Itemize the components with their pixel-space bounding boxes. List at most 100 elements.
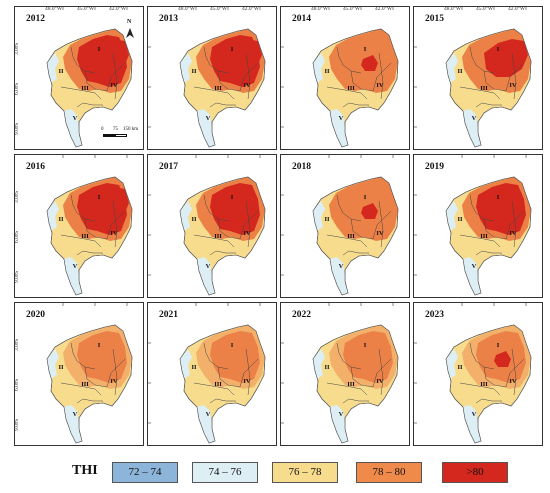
map-panel-2012: I II III IV V 2012 48.0°W 45.0°W 42.0°W 3.0°S 6.0°… — [14, 6, 144, 150]
region-label-IV: IV — [243, 378, 251, 385]
region-label-I: I — [231, 194, 234, 201]
region-label-III: III — [214, 85, 222, 92]
region-label-V: V — [472, 115, 477, 122]
map-panel-2016: I II III IV V 2016 3.0°S 6.0°S 9.0°S — [14, 154, 144, 298]
latitude-label: 3.0°S — [14, 42, 20, 55]
thi-hotspot — [488, 197, 516, 223]
thi-zone-inner — [77, 331, 127, 383]
latitude-label: 9.0°S — [14, 270, 20, 283]
region-label-I: I — [364, 342, 367, 349]
longitude-label: 42.0°W — [242, 6, 260, 12]
thi-hotspot — [218, 39, 262, 77]
region-label-II: II — [324, 364, 330, 371]
latitude-label: 3.0°S — [14, 338, 20, 351]
region-label-IV: IV — [110, 378, 118, 385]
legend: THI 72 – 74 74 – 76 76 – 78 78 – 80 >80 — [72, 459, 542, 485]
longitude-label: 42.0°W — [375, 6, 393, 12]
region-label-V: V — [73, 263, 78, 270]
region-label-III: III — [81, 233, 89, 240]
map-panel-2015: I II III IV V 2015 48.0°W 45.0°W 42.0°W — [413, 6, 543, 150]
region-label-I: I — [231, 342, 234, 349]
map-panel-2014: I II III IV V 2014 48.0°W 45.0°W 42.0°W — [280, 6, 410, 150]
region-label-III: III — [347, 85, 355, 92]
region-label-I: I — [497, 194, 500, 201]
year-label: 2020 — [26, 310, 45, 320]
region-label-IV: IV — [110, 82, 118, 89]
region-label-I: I — [364, 194, 367, 201]
year-label: 2021 — [159, 310, 178, 320]
scale-bar: 0 75 150 km — [101, 127, 143, 139]
scale-label-75: 75 — [113, 127, 118, 132]
region-label-II: II — [324, 216, 330, 223]
longitude-label: 48.0°W — [311, 6, 329, 12]
longitude-label: 45.0°W — [343, 6, 361, 12]
thi-hotspot — [85, 187, 129, 225]
latitude-label: 6.0°S — [14, 378, 20, 391]
year-label: 2012 — [26, 14, 45, 24]
thi-hotspot — [361, 55, 378, 71]
longitude-label: 48.0°W — [45, 6, 63, 12]
region-label-III: III — [81, 85, 89, 92]
region-label-I: I — [497, 46, 500, 53]
map-panel-2020: I II III IV V 2020 3.0°S 6.0°S 9.0°S — [14, 302, 144, 446]
north-label: N — [127, 19, 132, 25]
year-label: 2014 — [292, 14, 311, 24]
map-panel-2022: I II III IV V 2022 — [280, 302, 410, 446]
map-panel-2018: I II III IV V 2018 — [280, 154, 410, 298]
region-label-V: V — [339, 411, 344, 418]
region-label-IV: IV — [509, 82, 517, 89]
region-label-II: II — [191, 216, 197, 223]
map-panel-2019: I II III IV V 2019 — [413, 154, 543, 298]
region-label-I: I — [98, 342, 101, 349]
region-label-II: II — [457, 216, 463, 223]
region-label-V: V — [73, 115, 78, 122]
legend-label: >80 — [466, 465, 484, 478]
legend-label: 76 – 78 — [288, 465, 322, 478]
year-label: 2022 — [292, 310, 311, 320]
region-label-I: I — [364, 46, 367, 53]
region-label-II: II — [58, 68, 64, 75]
region-label-IV: IV — [509, 230, 517, 237]
legend-swatch: 74 – 76 — [192, 461, 258, 483]
legend-swatch: 78 – 80 — [356, 461, 422, 483]
legend-swatch: 72 – 74 — [112, 461, 178, 483]
region-label-III: III — [347, 381, 355, 388]
region-label-V: V — [206, 115, 211, 122]
region-label-V: V — [472, 411, 477, 418]
longitude-label: 42.0°W — [508, 6, 526, 12]
map-panel-2021: I II III IV V 2021 — [147, 302, 277, 446]
year-label: 2023 — [425, 310, 444, 320]
legend-item: 78 – 80 — [356, 461, 422, 483]
legend-item: 72 – 74 — [112, 461, 178, 483]
legend-item: 74 – 76 — [192, 461, 258, 483]
region-label-V: V — [206, 411, 211, 418]
region-label-IV: IV — [376, 378, 384, 385]
legend-item: >80 — [442, 461, 508, 483]
thi-hotspot — [361, 203, 378, 219]
region-label-IV: IV — [376, 230, 384, 237]
year-label: 2017 — [159, 162, 178, 172]
longitude-label: 45.0°W — [77, 6, 95, 12]
latitude-label: 9.0°S — [14, 418, 20, 431]
region-label-V: V — [339, 263, 344, 270]
region-label-II: II — [457, 364, 463, 371]
region-label-IV: IV — [243, 230, 251, 237]
map-panel-2023: I II III IV V 2023 — [413, 302, 543, 446]
region-label-IV: IV — [243, 82, 251, 89]
year-label: 2015 — [425, 14, 444, 24]
region-label-III: III — [214, 381, 222, 388]
region-label-II: II — [191, 364, 197, 371]
latitude-label: 3.0°S — [14, 190, 20, 203]
region-label-III: III — [480, 233, 488, 240]
